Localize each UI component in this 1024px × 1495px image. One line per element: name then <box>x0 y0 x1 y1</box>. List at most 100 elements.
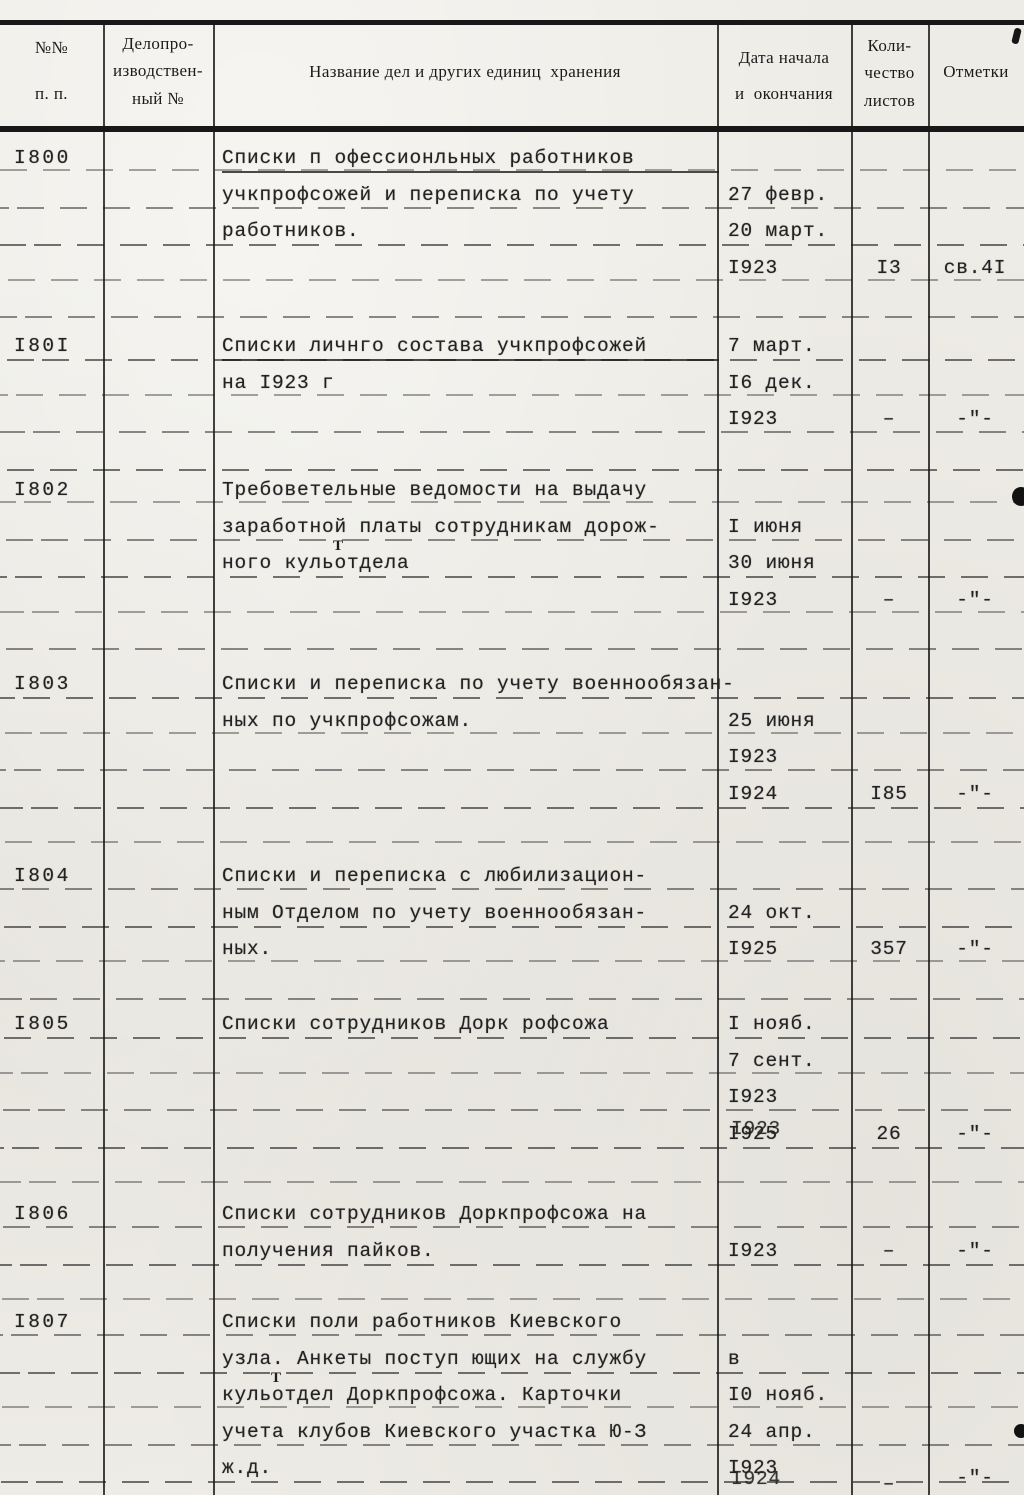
entry-number: I804 <box>14 865 71 887</box>
ruled-line <box>0 1263 1024 1266</box>
table-row: I805 Списки сотрудников Дорк рофсожа I ноя… <box>0 1012 1024 1049</box>
entry-date: 30 июня <box>728 552 816 575</box>
ruled-line <box>0 468 1024 471</box>
entry-marks: -"- <box>956 938 994 961</box>
entry-sheet-count: – <box>882 1239 896 1262</box>
ruled-line <box>0 316 1024 319</box>
table-row: I803 Списки и переписка по учету военнооб… <box>0 672 1024 709</box>
entry-sheet-count: 26 <box>876 1122 902 1145</box>
entry-date: I923 <box>728 746 779 769</box>
ruled-line <box>0 841 1024 844</box>
entry-title-line: Требоветельные ведомости на выдачу <box>222 479 648 501</box>
table-row: учета клубов Киевского участка Ю-З 24 апр… <box>0 1420 1024 1457</box>
column-divider <box>103 22 105 1495</box>
ruled-line <box>0 576 1024 579</box>
ruled-line <box>0 769 1024 772</box>
entry-date: 7 сент. <box>728 1049 816 1072</box>
entry-title-line: Списки и переписка с любилизацион- <box>222 865 648 887</box>
entry-title-line: Списки сотрудников Дорк рофсожа <box>222 1013 610 1035</box>
ruled-line <box>0 1481 1024 1484</box>
entry-date: в <box>728 1347 741 1370</box>
entry-marks: -"- <box>956 408 994 431</box>
ruled-line <box>0 431 1024 434</box>
entry-title-line: ных. <box>222 938 273 961</box>
table-row: I806 Списки сотрудников Доркпрофсожа на <box>0 1202 1024 1239</box>
table-row: получения пайков. I923 – -"- <box>0 1239 1024 1276</box>
ruled-line <box>0 1109 1024 1112</box>
header-date-col-line2: и окончания <box>734 84 833 103</box>
entry-title-line: учета клубов Киевского участка Ю-З <box>222 1420 648 1443</box>
ruled-line <box>0 610 1024 613</box>
table-row: узла. Анкеты поступ ющих на службу в <box>0 1347 1024 1384</box>
ruled-line <box>0 1298 1024 1301</box>
overtyped-year-base: I923 <box>728 1457 779 1480</box>
entry-title-line: ных по учкпрофсожам. <box>222 709 473 732</box>
entry-date: I нояб. <box>728 1013 816 1035</box>
header-qty-col-line2: чество <box>864 63 915 82</box>
ruled-line <box>0 1371 1024 1374</box>
entry-number: I802 <box>14 479 71 501</box>
table-row: кульотдел Доркпрофсожа. Карточки I0 нояб. <box>0 1383 1024 1420</box>
ruled-line <box>0 1037 1024 1039</box>
table-row: ных. I925 357 -"- <box>0 937 1024 974</box>
ruled-line <box>0 1146 1024 1149</box>
entry-date: 24 окт. <box>728 901 816 924</box>
table-row: I923 I3 св.4I <box>0 256 1024 293</box>
ruled-line <box>0 1443 1024 1446</box>
ruled-line <box>0 1071 1024 1074</box>
entry-title-line: Списки п офессионльных работников <box>222 146 719 173</box>
ruled-line <box>0 1226 1024 1228</box>
table-row: I923 <box>0 1085 1024 1122</box>
entry-sheet-count: I85 <box>870 782 908 805</box>
entry-title-line: кульотдел Доркпрофсожа. Карточки <box>222 1384 623 1407</box>
entry-number: I80I <box>14 335 71 357</box>
header-number-col-line2: п. п. <box>35 84 68 103</box>
entry-sheet-count: – <box>882 408 896 431</box>
entry-date: I923 <box>728 588 779 611</box>
header-title-col: Название дел и других единиц хранения <box>309 62 621 81</box>
table-row: 7 сент. <box>0 1049 1024 1086</box>
header-record-col-line2: изводствен- <box>113 61 203 80</box>
entry-date: I923 <box>728 408 779 431</box>
table-row: ного кульотдела 30 июня <box>0 551 1024 588</box>
entry-date: I923 <box>728 256 779 279</box>
entry-date: I6 дек. <box>728 371 816 394</box>
table-row: учкпрофсожей и переписка по учету 27 февр… <box>0 183 1024 220</box>
column-divider <box>213 22 215 1495</box>
entry-title-line: заработной платы сотрудникам дорож- <box>222 515 660 538</box>
entry-date-overtyped: I925 I923 <box>728 1118 852 1146</box>
ruled-line <box>0 806 1024 809</box>
table-row: заработной платы сотрудникам дорож- I июн… <box>0 515 1024 552</box>
entry-title-line: учкпрофсожей и переписка по учету <box>222 183 635 206</box>
cut-off-mark <box>1011 27 1022 45</box>
table-row: I80I Списки личнго состава учкпрофсожей 7 … <box>0 334 1024 371</box>
entry-sheet-count: – <box>882 1473 896 1495</box>
table-row: I925 I923 26 -"- <box>0 1118 1024 1159</box>
ruled-line <box>0 1406 1024 1409</box>
table-row: работников. 20 март. <box>0 219 1024 256</box>
table-row: I923 – -"- <box>0 407 1024 444</box>
header-number-col-line1: №№ <box>34 38 69 57</box>
ruled-line <box>0 648 1024 651</box>
ruled-line <box>0 697 1024 699</box>
ruled-line <box>0 278 1024 281</box>
ink-blob <box>1014 1424 1024 1438</box>
column-divider <box>717 22 719 1495</box>
entry-number: I803 <box>14 673 71 695</box>
ruled-line <box>0 925 1024 928</box>
ruled-line <box>0 501 1024 503</box>
ruled-line <box>0 538 1024 541</box>
ruled-line <box>0 169 1024 171</box>
entry-title-line: Списки сотрудников Доркпрофсожа на <box>222 1203 648 1225</box>
table-row: I804 Списки и переписка с любилизацион- <box>0 864 1024 901</box>
entry-date: I923 <box>728 1239 779 1262</box>
entry-title-line: Списки и переписка по учету военнообязан… <box>222 673 735 695</box>
ruled-line <box>0 888 1024 890</box>
table-row: ных по учкпрофсожам. 25 июня <box>0 709 1024 746</box>
table-row: I924 I85 -"- <box>0 782 1024 819</box>
entry-sheet-count: – <box>882 588 896 611</box>
entry-title-line: Списки поли работников Киевского <box>222 1311 623 1333</box>
table-top-border <box>0 20 1024 25</box>
entry-marks: -"- <box>956 1122 994 1145</box>
table-row: I923 – -"- <box>0 588 1024 625</box>
